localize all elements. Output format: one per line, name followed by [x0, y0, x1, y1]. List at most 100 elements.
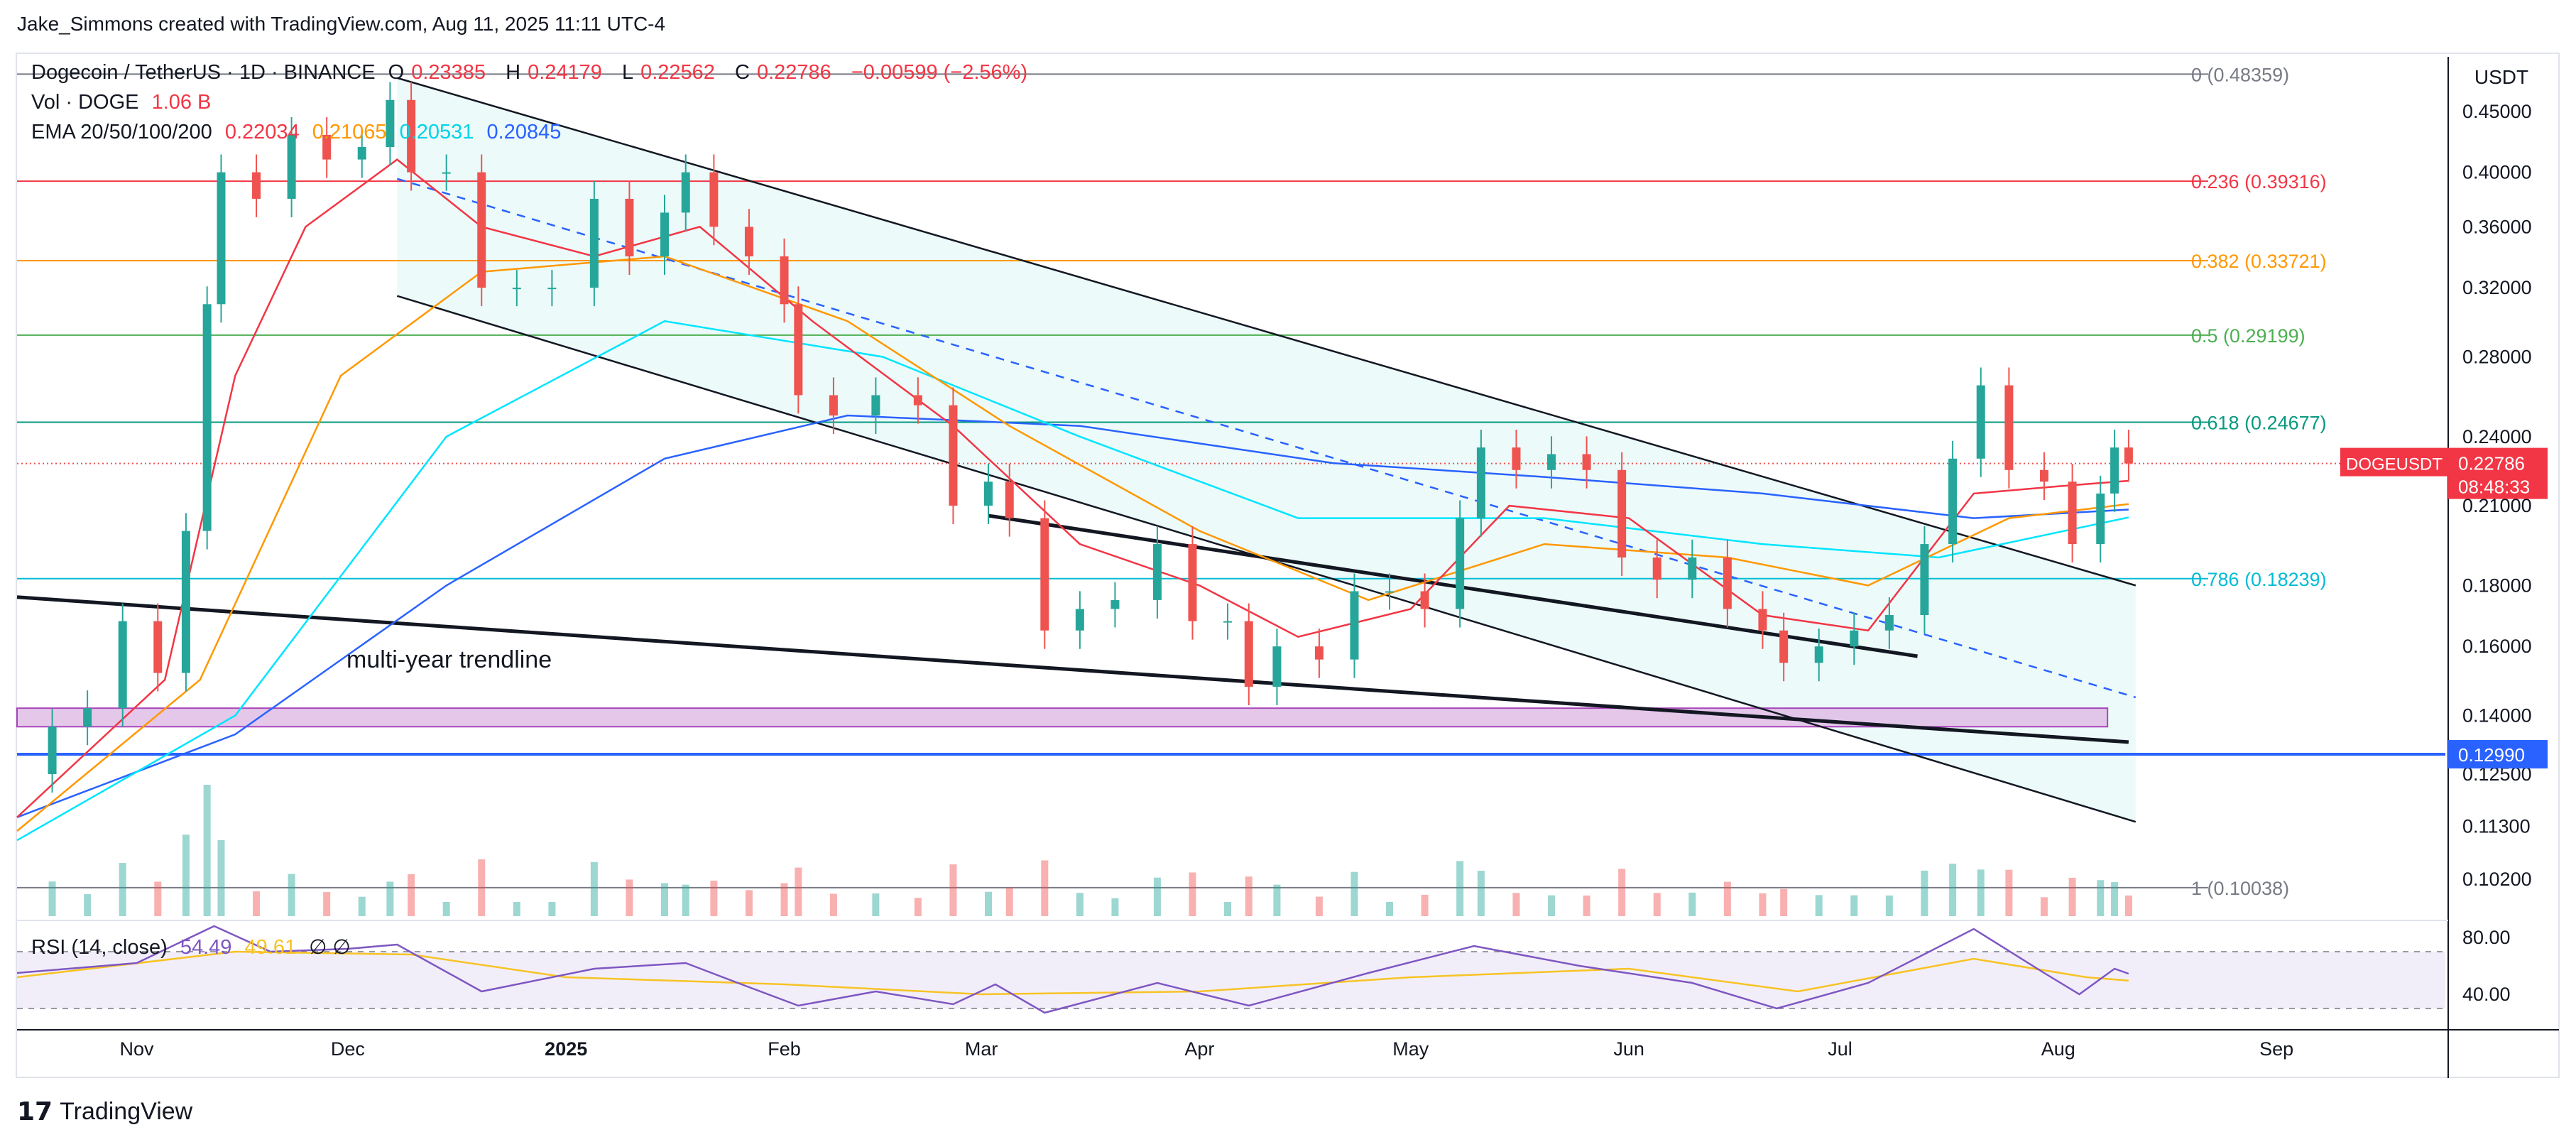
candle-body	[1547, 454, 1556, 470]
legend-rsi-hidden-icons[interactable]: ∅ ∅	[309, 936, 351, 959]
volume-bar	[829, 893, 837, 916]
candle-body	[1512, 447, 1521, 470]
candle-body	[1920, 544, 1929, 616]
fib-label-3: 0.5 (0.29199)	[2191, 325, 2305, 347]
currency-button[interactable]: USDT	[2474, 66, 2529, 88]
volume-bar	[1512, 893, 1520, 916]
volume-bar	[2068, 877, 2076, 916]
candle-body	[1350, 591, 1359, 660]
legend-symbol[interactable]: Dogecoin / TetherUS · 1D · BINANCE	[31, 61, 376, 84]
candle-body	[1456, 518, 1465, 609]
price-tick-label: 0.45000	[2462, 101, 2532, 122]
volume-bar	[1041, 860, 1049, 916]
candle-body	[949, 405, 958, 506]
candle-body	[744, 227, 753, 256]
price-tick-label: 0.14000	[2462, 705, 2532, 726]
volume-bar	[253, 891, 261, 916]
volume-bar	[1723, 881, 1731, 916]
volume-bar	[1653, 893, 1661, 916]
legend-close-label: C	[734, 61, 750, 84]
ema20-line	[16, 158, 2129, 818]
time-tick-label: 2025	[545, 1038, 587, 1060]
legend-rsi-label[interactable]: RSI (14, close)	[31, 936, 168, 959]
volume-bar	[1315, 896, 1323, 916]
rsi-tick-label: 80.00	[2462, 927, 2511, 948]
time-tick-label: Aug	[2041, 1038, 2075, 1060]
price-tick-label: 0.18000	[2462, 575, 2532, 596]
price-tick-label: 0.16000	[2462, 636, 2532, 657]
volume-bar	[626, 879, 633, 916]
candle-body	[48, 727, 57, 775]
volume-bar	[119, 863, 126, 916]
legend-ema100-value: 0.20531	[399, 121, 474, 143]
volume-bar	[48, 881, 56, 916]
volume-bar	[780, 883, 788, 916]
legend-high-label: H	[506, 61, 521, 84]
volume-bar	[1548, 895, 1556, 916]
candle-body	[202, 304, 212, 531]
volume-bar	[1456, 861, 1464, 916]
candle-body	[660, 212, 669, 256]
candle-body	[1779, 630, 1789, 663]
volume-bar	[914, 898, 922, 916]
fib-label-5: 0.786 (0.18239)	[2191, 569, 2327, 590]
volume-bar	[1350, 871, 1358, 916]
legend-ema20-value: 0.22034	[224, 121, 300, 143]
legend-ema: EMA 20/50/100/200 0.22034 0.21065 0.2053…	[31, 121, 568, 144]
legend-low-label: L	[621, 61, 634, 84]
volume-bar	[1850, 895, 1858, 916]
legend-close-value: 0.22786	[756, 61, 831, 84]
volume-bar	[1477, 871, 1485, 916]
candle-body	[1976, 385, 1985, 459]
volume-bar	[548, 902, 556, 916]
volume-bar	[84, 894, 92, 916]
candle-body	[153, 621, 163, 673]
time-tick-label: Dec	[331, 1038, 365, 1060]
chart-caption: Jake_Simmons created with TradingView.co…	[17, 13, 666, 35]
candle-body	[1723, 557, 1732, 609]
candle-body	[2068, 482, 2077, 545]
multi-year-trendline-label: multi-year trendline	[346, 646, 552, 673]
descending-channel-area	[397, 77, 2136, 822]
legend-ema-label[interactable]: EMA 20/50/100/200	[31, 121, 212, 143]
legend-volume-value: 1.06 B	[151, 91, 212, 114]
candle-body	[181, 531, 190, 673]
volume-bar	[1111, 898, 1119, 916]
last-price-value: 0.22786	[2458, 453, 2525, 474]
tradingview-logo-icon: 𝟭𝟳	[17, 1097, 53, 1126]
last-price-tag	[2448, 447, 2548, 499]
candle-body	[252, 172, 261, 199]
volume-bar	[386, 881, 394, 916]
candle-body	[217, 172, 226, 305]
candle-body	[2096, 493, 2105, 545]
rsi-band	[17, 952, 2445, 1008]
candle-body	[589, 198, 599, 288]
price-tick-label: 0.36000	[2462, 216, 2532, 237]
volume-bar	[478, 859, 486, 916]
candle-body	[1075, 609, 1084, 631]
tradingview-brand: 𝟭𝟳 TradingView	[17, 1097, 192, 1126]
candle-body	[1188, 544, 1197, 621]
time-tick-label: Apr	[1184, 1038, 1214, 1060]
legend-rsi-value: 54.49	[180, 936, 232, 959]
volume-bar	[949, 864, 957, 916]
candle-body	[913, 395, 922, 406]
volume-bar	[1386, 902, 1394, 916]
trendline-4	[396, 178, 2136, 699]
candle-body	[287, 134, 296, 199]
trendline-0	[16, 595, 2129, 744]
volume-bar	[682, 884, 689, 916]
candle-body	[83, 708, 92, 727]
price-tick-label: 0.11300	[2462, 816, 2531, 837]
candle-body	[1244, 621, 1253, 687]
price-tick-label: 0.24000	[2462, 426, 2532, 447]
candle-body	[1688, 557, 1697, 580]
price-tick-label: 0.10200	[2462, 869, 2532, 890]
volume-bar	[745, 890, 753, 916]
volume-bar	[1583, 895, 1590, 916]
legend-rsi: RSI (14, close) 54.49 49.61 ∅ ∅	[31, 935, 358, 959]
time-tick-label: Jun	[1613, 1038, 1644, 1060]
legend-volume-label[interactable]: Vol · DOGE	[31, 91, 139, 114]
volume-bar	[1273, 884, 1281, 916]
